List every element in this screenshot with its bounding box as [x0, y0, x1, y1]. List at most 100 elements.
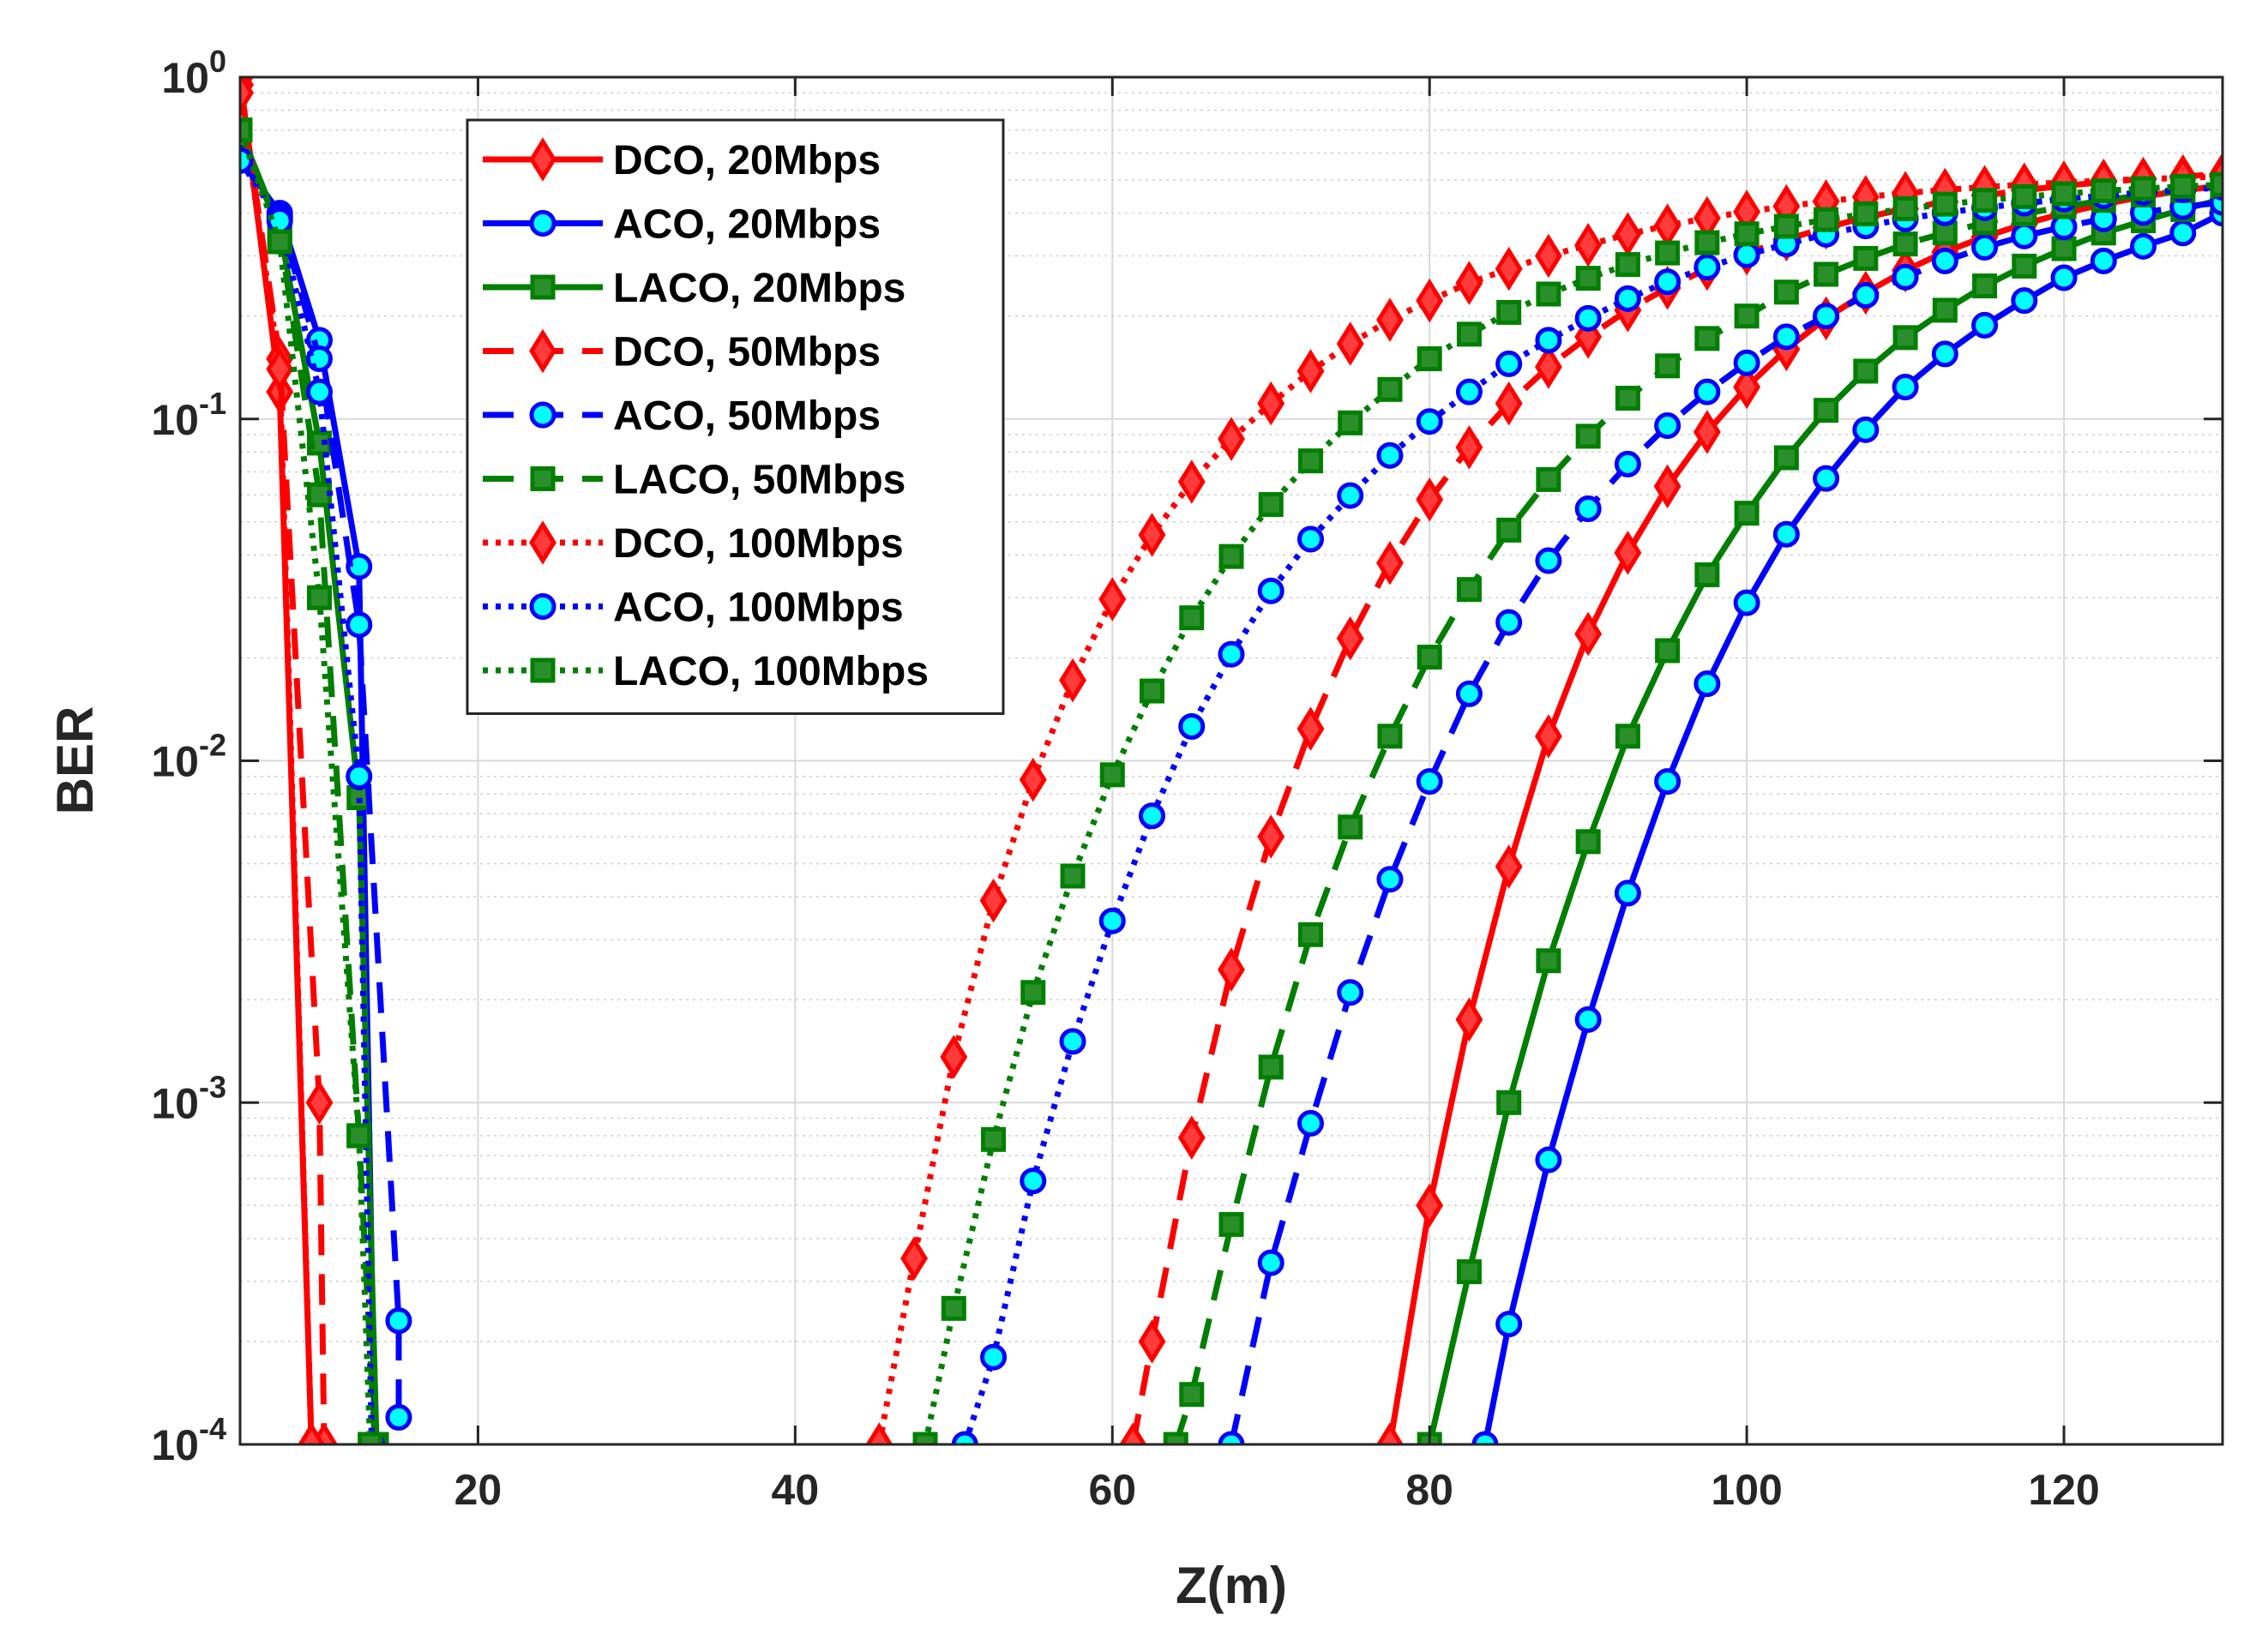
data-point — [2011, 287, 2038, 315]
data-point — [2011, 222, 2038, 249]
y-tick-label: 10-3 — [151, 1069, 226, 1127]
legend-entry: ACO, 20Mbps — [483, 202, 881, 248]
data-point — [1932, 191, 1958, 217]
legend-entry: ACO, 100Mbps — [483, 585, 904, 631]
data-point — [1179, 605, 1205, 631]
data-point — [1377, 723, 1403, 749]
y-tick-label: 10-2 — [151, 728, 226, 786]
data-point — [1853, 245, 1879, 271]
data-point — [1455, 997, 1483, 1042]
data-point — [2091, 178, 2116, 204]
data-point — [1455, 425, 1483, 470]
data-point — [979, 878, 1008, 923]
data-point — [1575, 829, 1601, 855]
data-point — [941, 1295, 966, 1321]
data-point — [1138, 1319, 1166, 1364]
data-point — [2012, 253, 2037, 279]
data-point — [1971, 233, 1999, 261]
series-17 — [912, 171, 2223, 1444]
data-point — [1615, 386, 1640, 411]
data-point — [1654, 268, 1681, 296]
data-point — [1218, 1211, 1244, 1237]
data-point — [1496, 299, 1522, 325]
data-point — [385, 1307, 412, 1335]
data-point — [2169, 219, 2197, 247]
legend-label: LACO, 100Mbps — [613, 649, 929, 694]
data-point — [358, 1432, 383, 1444]
data-point — [1614, 531, 1642, 575]
legend-label: LACO, 50Mbps — [613, 458, 905, 503]
data-point — [1813, 465, 1840, 492]
data-point — [1495, 844, 1523, 889]
data-point — [1932, 297, 1958, 323]
data-point — [1338, 410, 1363, 435]
data-point — [1931, 340, 1958, 368]
series-line — [875, 173, 2223, 1444]
legend-label: ACO, 20Mbps — [613, 202, 881, 248]
x-tick-label: 100 — [1711, 1466, 1782, 1514]
data-point — [1179, 1382, 1205, 1408]
data-point — [1257, 814, 1285, 859]
legend-label: DCO, 20Mbps — [613, 138, 881, 183]
data-point — [1534, 714, 1562, 759]
data-point — [1296, 525, 1324, 553]
legend-entry: LACO, 50Mbps — [483, 458, 905, 503]
data-point — [1099, 762, 1125, 788]
data-point — [1218, 1431, 1245, 1444]
legend-entry: DCO, 100Mbps — [483, 520, 904, 567]
data-point — [298, 1422, 326, 1444]
data-point — [1496, 517, 1522, 543]
data-point — [1456, 321, 1482, 347]
data-point — [2051, 236, 2077, 261]
data-point — [1892, 231, 1918, 257]
data-point — [1614, 285, 1641, 312]
data-point — [1119, 1422, 1147, 1444]
data-point — [1336, 321, 1364, 366]
data-point — [1654, 768, 1681, 795]
series-8 — [240, 117, 383, 1444]
data-point — [1455, 680, 1483, 707]
data-point — [1655, 353, 1681, 379]
legend-marker — [529, 210, 556, 237]
data-point — [1140, 678, 1165, 704]
data-point — [305, 378, 333, 405]
data-point — [1575, 266, 1601, 291]
x-tick-label: 80 — [1405, 1466, 1453, 1514]
data-point — [1019, 757, 1047, 802]
series-line — [1172, 183, 2223, 1444]
y-tick-label: 10-4 — [151, 1411, 226, 1469]
data-point — [980, 1343, 1008, 1371]
data-point — [1733, 364, 1761, 410]
data-point — [1059, 657, 1086, 703]
data-point — [1892, 196, 1918, 222]
data-point — [1296, 349, 1325, 393]
data-point — [2090, 247, 2117, 274]
data-point — [1098, 907, 1126, 934]
data-point — [1218, 640, 1245, 668]
data-point — [1337, 482, 1364, 509]
data-point — [1575, 423, 1601, 449]
series-13 — [1218, 189, 2223, 1444]
data-point — [1536, 948, 1561, 974]
data-point — [1574, 611, 1603, 657]
axis-ticks: 20 40 60 80 100 120 10-4 10-3 10-2 10-1 100 — [151, 44, 2223, 1514]
series-line — [240, 84, 328, 1444]
data-point — [1734, 501, 1760, 526]
data-point — [1574, 304, 1602, 332]
data-point — [1772, 323, 1800, 351]
data-point — [1614, 880, 1641, 907]
legend-label: DCO, 50Mbps — [613, 330, 881, 375]
legend-marker — [530, 466, 556, 491]
legend-entry: LACO, 100Mbps — [483, 649, 929, 694]
data-point — [1733, 589, 1760, 616]
data-point — [1416, 768, 1443, 795]
data-point — [1336, 616, 1364, 661]
data-point — [1535, 1146, 1562, 1174]
data-point — [1655, 240, 1681, 266]
data-point — [1296, 706, 1325, 751]
data-point — [1813, 303, 1840, 330]
data-point — [1218, 543, 1244, 569]
data-point — [240, 117, 253, 143]
data-point — [1853, 358, 1879, 384]
data-point — [1257, 577, 1284, 604]
